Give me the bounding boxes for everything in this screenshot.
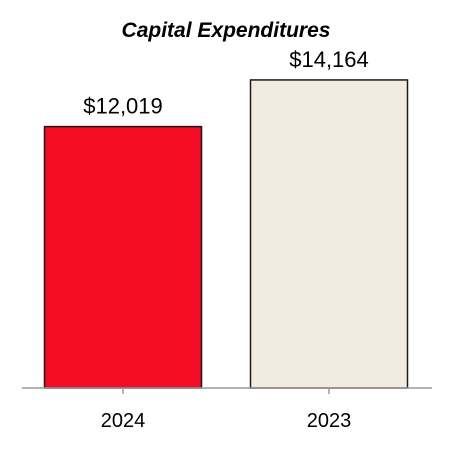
bar-group (43, 79, 409, 389)
data-label-2024: $12,019 (83, 94, 163, 119)
data-label-group: $12,019 $14,164 (83, 47, 369, 119)
x-tick-label-2023: 2023 (307, 410, 352, 432)
x-tick-label-2024: 2024 (101, 410, 146, 432)
data-label-2023: $14,164 (289, 47, 369, 72)
chart-title: Capital Expenditures (122, 19, 331, 42)
x-tick-group: 2024 2023 (101, 388, 352, 432)
bar-2023 (249, 79, 409, 389)
bar-2024 (43, 125, 203, 389)
